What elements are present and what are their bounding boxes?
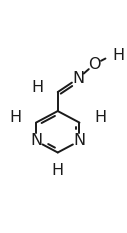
Text: O: O [88,57,101,72]
Text: N: N [72,71,84,86]
Text: H: H [9,110,21,125]
Text: H: H [52,163,64,178]
Text: H: H [31,80,43,96]
Text: N: N [30,134,42,148]
Text: N: N [73,134,85,148]
Text: H: H [94,110,107,125]
Text: H: H [112,48,124,63]
